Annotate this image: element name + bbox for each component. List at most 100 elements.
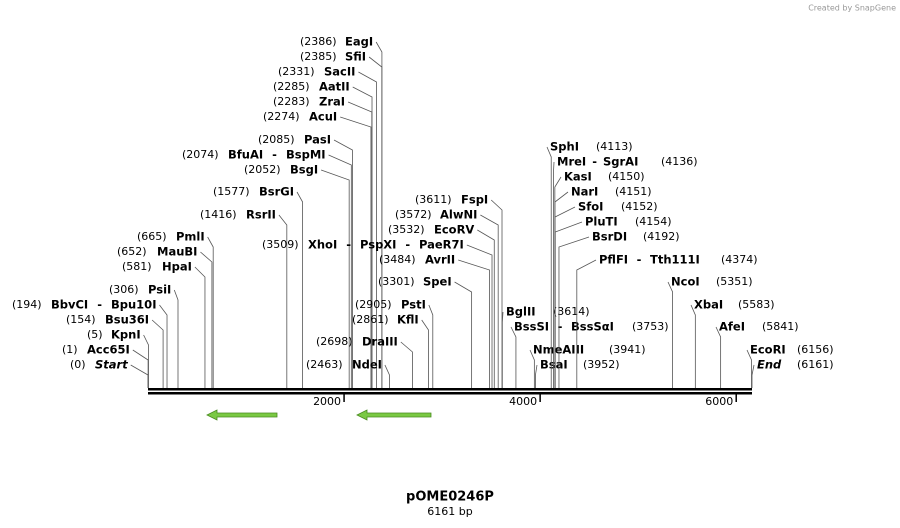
position-label: (1) <box>62 343 78 356</box>
position-label: (2283) <box>273 95 310 108</box>
cut-line <box>296 191 304 388</box>
enzyme-name: BfuAI <box>228 148 263 162</box>
position-label: (2861) <box>352 313 389 326</box>
cut-line <box>477 229 495 388</box>
position-label: (306) <box>109 283 139 296</box>
position-label: (5) <box>87 328 103 341</box>
cut-line <box>132 349 149 388</box>
position-label: (2085) <box>258 133 295 146</box>
cut-line <box>490 199 503 388</box>
cut-line <box>529 349 535 388</box>
position-label: (3753) <box>632 320 669 333</box>
position-label: (2331) <box>278 65 315 78</box>
cut-line <box>510 326 517 388</box>
enzyme-name: BssSαI <box>571 320 614 334</box>
enzyme-name: PmlI <box>176 230 205 244</box>
map-title: pOME0246P <box>406 490 494 505</box>
enzyme-name: SgrAI <box>603 155 638 169</box>
position-label: (3611) <box>415 193 452 206</box>
separator: - <box>405 238 410 252</box>
enzyme-name: HpaI <box>162 260 192 274</box>
position-label: (2385) <box>300 50 337 63</box>
position-label: (3532) <box>388 223 425 236</box>
cut-line <box>352 86 373 388</box>
position-label: (194) <box>12 298 42 311</box>
enzyme-name: MauBI <box>157 245 197 259</box>
cut-line <box>554 221 583 388</box>
position-label: (4192) <box>643 230 680 243</box>
position-label: (652) <box>117 245 147 258</box>
separator: - <box>592 155 597 169</box>
enzyme-name: BsgI <box>290 163 318 177</box>
position-label: (3572) <box>395 208 432 221</box>
cut-line <box>715 326 722 388</box>
enzyme-name: BsrGI <box>259 185 294 199</box>
cut-line <box>173 289 179 388</box>
enzyme-name: AvrII <box>425 253 455 267</box>
position-label: (2698) <box>316 335 353 348</box>
position-label: (2463) <box>306 358 343 371</box>
cut-line <box>667 281 673 388</box>
enzyme-name: BsrDI <box>592 230 627 244</box>
enzyme-name: Acc65I <box>87 343 130 357</box>
enzyme-name: PasI <box>304 133 331 147</box>
position-label: (0) <box>70 358 86 371</box>
enzyme-name: DraIII <box>362 335 398 349</box>
position-label: (5583) <box>738 298 775 311</box>
cut-line <box>558 236 590 388</box>
cut-line <box>320 169 350 388</box>
cut-line <box>480 214 499 388</box>
enzyme-name: EcoRV <box>434 223 474 237</box>
enzyme-name: NarI <box>571 185 598 199</box>
cut-line <box>130 364 149 388</box>
credit: Created by SnapGene <box>808 4 896 13</box>
enzyme-name: XhoI <box>308 238 337 252</box>
cut-line <box>751 364 755 388</box>
enzyme-name: SpeI <box>423 275 452 289</box>
enzyme-name: PsiI <box>148 283 171 297</box>
enzyme-name: AatII <box>319 80 350 94</box>
cut-line <box>194 266 206 388</box>
cut-line <box>278 214 288 388</box>
position-label: (4154) <box>635 215 672 228</box>
cut-line <box>358 71 377 388</box>
enzyme-name: SphI <box>550 140 579 154</box>
position-label: (3509) <box>262 238 299 251</box>
feature-arrow <box>356 409 432 421</box>
separator: - <box>346 238 351 252</box>
position-label: (4151) <box>615 185 652 198</box>
tick-label: 4000 <box>509 395 537 408</box>
position-label: (4113) <box>596 140 633 153</box>
enzyme-name: PstI <box>401 298 426 312</box>
enzyme-name: AfeI <box>719 320 745 334</box>
enzyme-name: SfiI <box>345 50 366 64</box>
position-label: (581) <box>122 260 152 273</box>
cut-line <box>207 236 214 388</box>
cut-line <box>400 341 413 388</box>
position-label: (4152) <box>621 200 658 213</box>
enzyme-name: SacII <box>324 65 355 79</box>
position-label: (3484) <box>379 253 416 266</box>
enzyme-name: MreI <box>557 155 586 169</box>
enzyme-name: KpnI <box>111 328 141 342</box>
position-label: (665) <box>137 230 167 243</box>
cut-line <box>466 244 493 388</box>
position-label: (6156) <box>797 343 834 356</box>
enzyme-name: PflFI <box>599 253 628 267</box>
cut-line <box>200 251 213 388</box>
enzyme-name: NdeI <box>352 358 382 372</box>
enzyme-name: ZraI <box>319 95 345 109</box>
cut-line <box>340 116 372 388</box>
enzyme-name: Bpu10I <box>111 298 156 312</box>
cut-line <box>384 364 390 388</box>
enzyme-name: AcuI <box>309 110 337 124</box>
cut-line <box>328 154 352 388</box>
enzyme-name: PluTI <box>585 215 618 229</box>
position-label: (3941) <box>609 343 646 356</box>
cut-line <box>428 304 434 388</box>
enzyme-name: KasI <box>564 170 592 184</box>
cut-line <box>333 139 353 388</box>
enzyme-name: Bsu36I <box>105 313 149 327</box>
cut-line <box>746 349 752 388</box>
